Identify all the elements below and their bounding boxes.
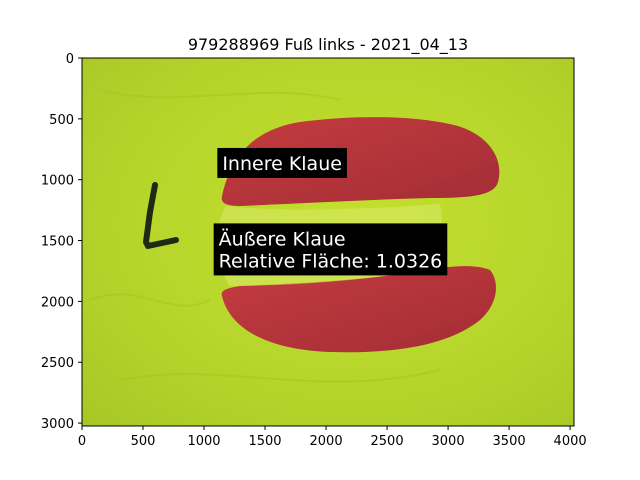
annotation-text: Äußere Klaue (219, 227, 346, 250)
y-tick-label: 0 (66, 52, 74, 67)
x-tick-label: 0 (78, 434, 86, 449)
x-axis: 0 500 1000 1500 2000 2500 3000 3500 4000 (78, 426, 587, 449)
annotation-box: Innere Klaue (217, 147, 347, 178)
x-tick-label: 3000 (432, 434, 465, 449)
x-tick-label: 500 (131, 434, 156, 449)
y-tick-label: 1500 (41, 235, 74, 250)
x-tick-label: 4000 (554, 434, 587, 449)
x-tick-label: 2500 (371, 434, 404, 449)
photo-texture (89, 89, 441, 383)
inner-claw (221, 117, 500, 206)
x-tick-label: 1500 (248, 434, 281, 449)
annotation-background (217, 147, 347, 178)
chart-title: 979288969 Fuß links - 2021_04_13 (188, 35, 468, 55)
y-axis: 0 500 1000 1500 2000 2500 3000 (41, 52, 82, 432)
annotation-text: Innere Klaue (222, 153, 342, 175)
annotation-text: Relative Fläche: 1.0326 (219, 250, 443, 272)
annotation-background (213, 223, 448, 276)
x-tick-label: 3500 (493, 434, 526, 449)
y-tick-label: 2500 (41, 356, 74, 371)
plot-frame (81, 57, 575, 427)
y-tick-label: 1000 (41, 174, 74, 189)
x-tick-label: 2000 (310, 434, 343, 449)
y-tick-label: 2000 (41, 295, 74, 310)
x-tick-label: 1000 (187, 434, 220, 449)
outer-claw (221, 266, 496, 353)
y-tick-label: 3000 (41, 417, 74, 432)
y-tick-label: 500 (49, 113, 74, 128)
marker-letter-l (143, 182, 179, 249)
